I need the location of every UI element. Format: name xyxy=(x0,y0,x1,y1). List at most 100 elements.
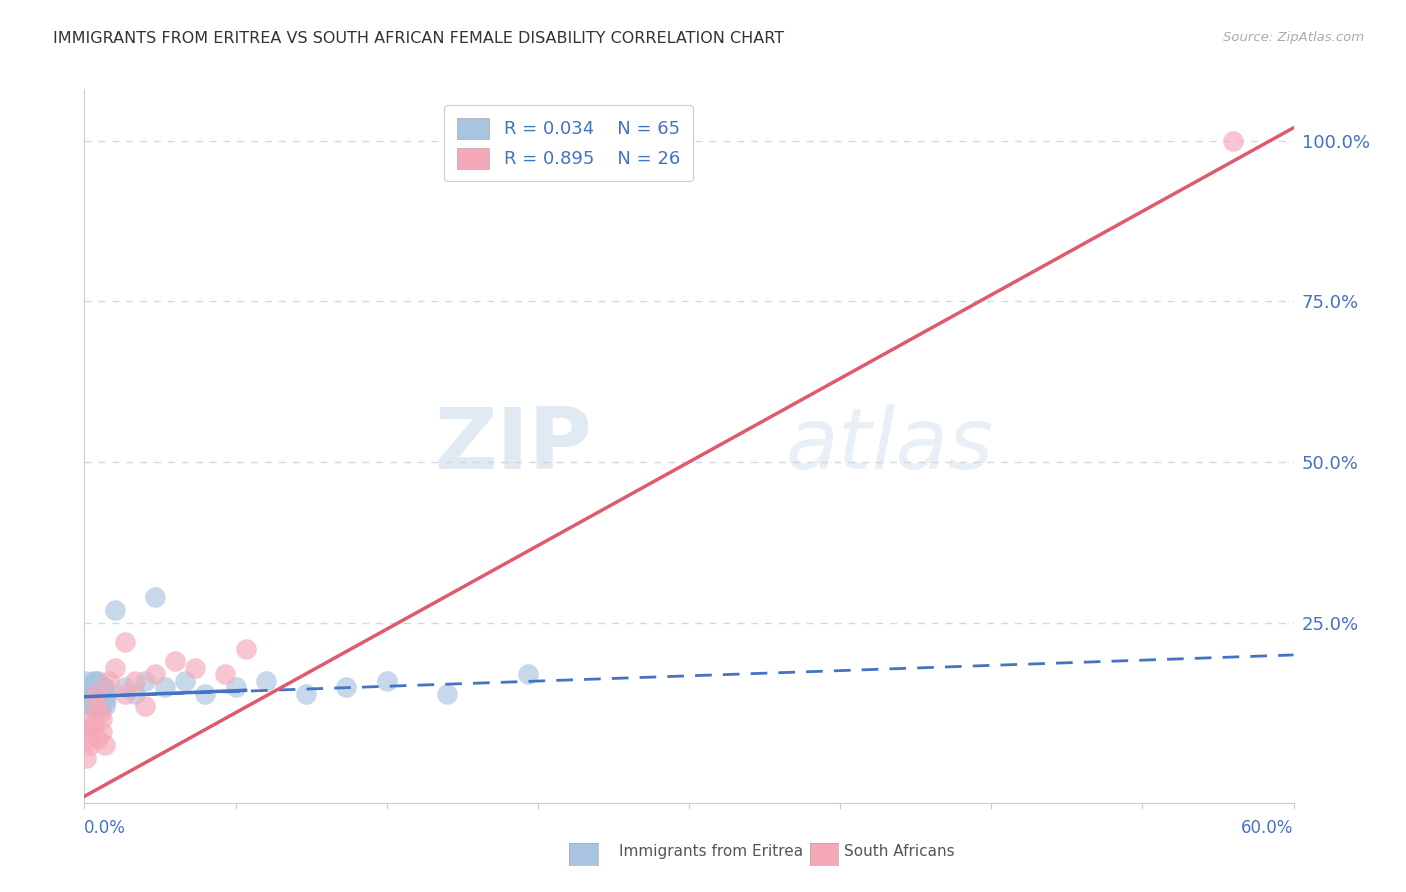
Point xyxy=(134,673,156,688)
Point xyxy=(80,699,103,714)
Point xyxy=(79,686,101,700)
Point xyxy=(89,706,111,720)
Point xyxy=(375,673,398,688)
Point xyxy=(114,680,136,694)
Point xyxy=(75,751,97,765)
Text: IMMIGRANTS FROM ERITREA VS SOUTH AFRICAN FEMALE DISABILITY CORRELATION CHART: IMMIGRANTS FROM ERITREA VS SOUTH AFRICAN… xyxy=(53,31,785,46)
Point xyxy=(82,680,104,694)
Text: ZIP: ZIP xyxy=(434,404,592,488)
Point xyxy=(86,686,108,700)
Point xyxy=(80,719,103,733)
Point xyxy=(124,673,146,688)
Point xyxy=(89,680,111,694)
Point xyxy=(79,686,101,700)
Point xyxy=(86,686,108,700)
Point xyxy=(83,673,105,688)
Point xyxy=(134,699,156,714)
Point xyxy=(104,661,127,675)
Point xyxy=(93,686,115,700)
Point xyxy=(93,680,115,694)
Point xyxy=(235,641,257,656)
Point xyxy=(124,686,146,700)
Point xyxy=(76,680,98,694)
Point xyxy=(84,673,107,688)
Point xyxy=(86,693,108,707)
Text: South Africans: South Africans xyxy=(844,845,955,859)
Point xyxy=(104,603,127,617)
Point xyxy=(254,673,277,688)
Point xyxy=(91,699,114,714)
Point xyxy=(97,673,120,688)
Point xyxy=(86,699,108,714)
Point xyxy=(89,686,111,700)
Point xyxy=(93,680,115,694)
Point xyxy=(214,667,236,681)
Text: 60.0%: 60.0% xyxy=(1241,819,1294,837)
Text: atlas: atlas xyxy=(786,404,994,488)
Point xyxy=(165,654,187,668)
Point xyxy=(91,712,114,726)
Point xyxy=(174,673,197,688)
Point xyxy=(89,693,111,707)
Point xyxy=(84,680,107,694)
Point xyxy=(184,661,207,675)
Point xyxy=(114,686,136,700)
Point xyxy=(295,686,318,700)
Point xyxy=(89,693,111,707)
Point xyxy=(90,699,112,714)
Point xyxy=(93,686,115,700)
Point xyxy=(86,686,108,700)
Point xyxy=(77,725,100,739)
Point xyxy=(1222,134,1244,148)
Point xyxy=(77,686,100,700)
Point xyxy=(94,686,117,700)
Legend: R = 0.034    N = 65, R = 0.895    N = 26: R = 0.034 N = 65, R = 0.895 N = 26 xyxy=(444,105,693,181)
Point xyxy=(82,699,104,714)
Point xyxy=(93,738,115,752)
Point xyxy=(87,686,110,700)
Point xyxy=(86,699,108,714)
Point xyxy=(87,673,110,688)
Point xyxy=(77,693,100,707)
Point xyxy=(143,667,166,681)
Point xyxy=(82,686,104,700)
Point xyxy=(225,680,247,694)
Point xyxy=(75,686,97,700)
Point xyxy=(143,590,166,604)
Point xyxy=(87,731,110,746)
Point xyxy=(335,680,357,694)
Point xyxy=(75,680,97,694)
Point xyxy=(83,719,105,733)
Point xyxy=(75,673,97,688)
Text: Immigrants from Eritrea: Immigrants from Eritrea xyxy=(619,845,803,859)
Text: 0.0%: 0.0% xyxy=(84,819,127,837)
Point xyxy=(153,680,176,694)
Point xyxy=(86,693,108,707)
Point xyxy=(79,680,101,694)
Point xyxy=(436,686,458,700)
Point xyxy=(90,699,112,714)
Point xyxy=(87,686,110,700)
Point xyxy=(76,731,98,746)
Point xyxy=(114,635,136,649)
Point xyxy=(93,699,115,714)
Point xyxy=(83,693,105,707)
Point xyxy=(91,693,114,707)
Text: Source: ZipAtlas.com: Source: ZipAtlas.com xyxy=(1223,31,1364,45)
Point xyxy=(76,693,98,707)
Point xyxy=(194,686,217,700)
Point xyxy=(82,686,104,700)
Point xyxy=(80,680,103,694)
Point xyxy=(516,667,538,681)
Point xyxy=(89,680,111,694)
Point xyxy=(77,693,100,707)
Point xyxy=(91,680,114,694)
Point xyxy=(79,693,101,707)
Point xyxy=(83,699,105,714)
Point xyxy=(82,712,104,726)
Point xyxy=(91,725,114,739)
Point xyxy=(79,738,101,752)
Point xyxy=(94,693,117,707)
Point xyxy=(82,699,104,714)
Point xyxy=(79,693,101,707)
